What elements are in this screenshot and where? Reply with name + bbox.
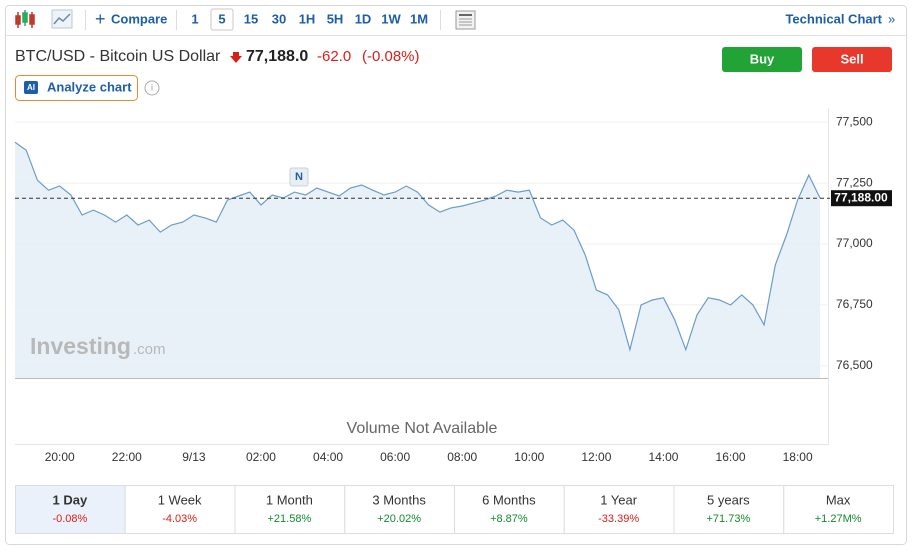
period-name[interactable]: 6 Months: [482, 492, 536, 507]
x-tick-label: 08:00: [447, 450, 477, 464]
interval-button[interactable]: 1H: [299, 11, 316, 26]
plus-icon[interactable]: +: [95, 9, 106, 29]
x-tick-label: 10:00: [514, 450, 544, 464]
x-tick-label: 16:00: [716, 450, 746, 464]
candle-icon[interactable]: [15, 10, 35, 28]
period-tab[interactable]: [454, 485, 565, 534]
buy-label[interactable]: Buy: [750, 51, 775, 66]
down-arrow: [230, 52, 242, 63]
ai-label[interactable]: AI: [27, 83, 35, 92]
interval-button[interactable]: 15: [244, 11, 258, 26]
y-tick-label: 76,750: [836, 297, 873, 311]
period-change[interactable]: +21.58%: [268, 513, 312, 525]
interval-button[interactable]: 1D: [355, 11, 372, 26]
period-name[interactable]: 3 Months: [372, 492, 426, 507]
period-name[interactable]: 1 Month: [266, 492, 313, 507]
x-tick-label: 9/13: [182, 450, 206, 464]
period-change[interactable]: -4.03%: [162, 513, 197, 525]
interval-button[interactable]: 1W: [381, 11, 401, 26]
watermark: Investing: [30, 333, 131, 359]
period-change[interactable]: -33.39%: [598, 513, 639, 525]
compare-button[interactable]: Compare: [111, 11, 167, 26]
info-glyph[interactable]: i: [151, 82, 153, 92]
period-change[interactable]: -0.08%: [52, 513, 87, 525]
x-tick-label: 18:00: [783, 450, 813, 464]
x-tick-label: 14:00: [648, 450, 678, 464]
period-name[interactable]: 5 years: [707, 492, 750, 507]
interval-button[interactable]: 5: [218, 11, 225, 26]
sell-button[interactable]: [812, 47, 892, 72]
period-tab[interactable]: [15, 485, 126, 534]
interval-button[interactable]: 1: [191, 11, 198, 26]
price: 77,188.0: [246, 48, 308, 65]
x-tick-label: 12:00: [581, 450, 611, 464]
y-tick-label: 77,000: [836, 236, 873, 250]
buy-button[interactable]: [722, 47, 802, 72]
layout-icon[interactable]: [455, 10, 476, 30]
ai-badge[interactable]: [24, 81, 38, 94]
period-name[interactable]: 1 Day: [53, 492, 88, 507]
area: [15, 142, 820, 378]
x-tick-label: 22:00: [112, 450, 142, 464]
analyze-button[interactable]: [15, 75, 138, 101]
period-change[interactable]: +20.02%: [377, 513, 421, 525]
interval-button[interactable]: 1M: [410, 11, 428, 26]
period-change[interactable]: +8.87%: [490, 513, 528, 525]
x-tick-label: 06:00: [380, 450, 410, 464]
last-price-tag: [831, 190, 892, 207]
sell-label[interactable]: Sell: [840, 51, 863, 66]
period-tab[interactable]: [783, 485, 894, 534]
area-icon[interactable]: [51, 9, 73, 29]
instrument-name: BTC/USD - Bitcoin US Dollar: [15, 48, 221, 65]
x-tick-label: 04:00: [313, 450, 343, 464]
news-marker-label[interactable]: N: [295, 171, 303, 183]
watermark-suffix: .com: [133, 341, 166, 358]
analyze-label[interactable]: Analyze chart: [47, 79, 132, 94]
technical-chart-link[interactable]: Technical Chart: [785, 11, 882, 26]
period-tab[interactable]: [124, 485, 236, 534]
price-line: [14, 141, 821, 353]
x-tick-label: 02:00: [246, 450, 276, 464]
change: -62.0: [317, 48, 351, 65]
period-change[interactable]: +71.73%: [707, 513, 751, 525]
news-marker[interactable]: [289, 167, 309, 187]
last-price-label: 77,188.00: [834, 190, 888, 204]
x-tick-label: 20:00: [45, 450, 75, 464]
chevron-icon[interactable]: »: [888, 11, 895, 26]
interval-selected[interactable]: [210, 8, 234, 31]
y-tick-label: 76,500: [836, 358, 873, 372]
y-tick-label: 77,250: [836, 175, 873, 189]
volume-note: Volume Not Available: [347, 420, 498, 437]
change-pct: (-0.08%): [362, 48, 420, 65]
period-name[interactable]: Max: [826, 492, 851, 507]
period-name[interactable]: 1 Year: [600, 492, 638, 507]
period-tab[interactable]: [234, 485, 346, 534]
interval-button[interactable]: 30: [272, 11, 286, 26]
period-tab[interactable]: [344, 485, 455, 534]
info-icon[interactable]: [144, 80, 160, 96]
interval-button[interactable]: 5H: [327, 11, 344, 26]
period-name[interactable]: 1 Week: [158, 492, 202, 507]
period-change[interactable]: +1.27M%: [815, 513, 862, 525]
y-tick-label: 77,500: [836, 114, 873, 128]
